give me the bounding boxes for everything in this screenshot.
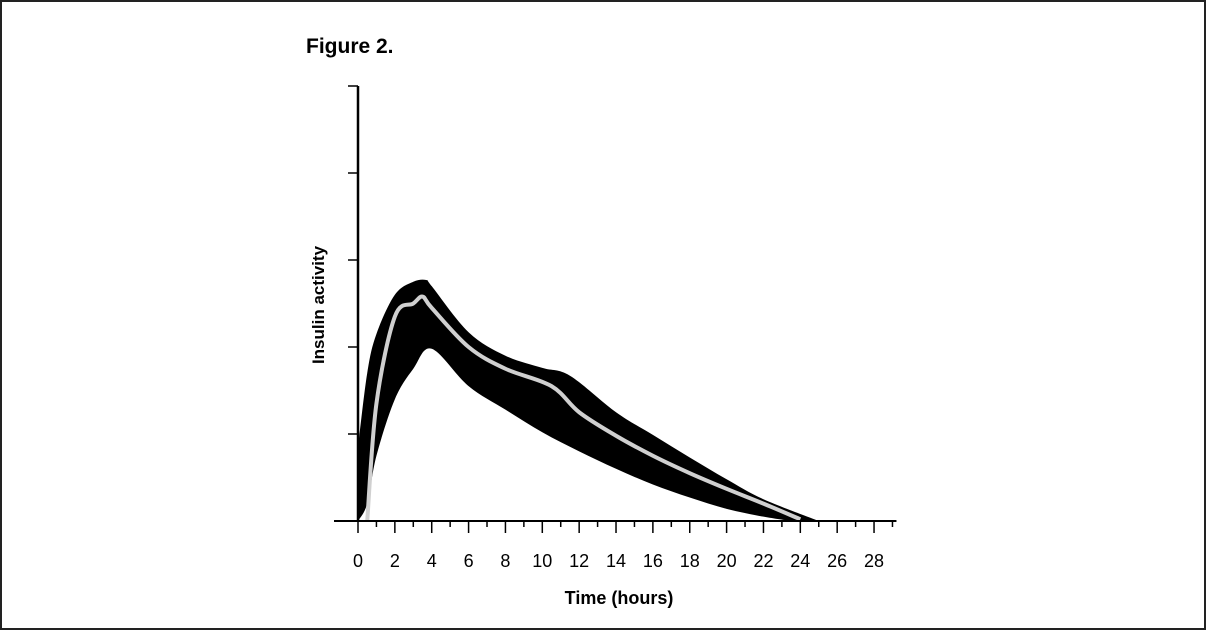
x-axis-label: Time (hours) (564, 588, 674, 608)
x-tick-label: 28 (864, 551, 884, 571)
x-tick-label: 24 (790, 551, 810, 571)
x-tick-label: 20 (717, 551, 737, 571)
range-band (358, 279, 819, 521)
x-tick-label: 22 (753, 551, 773, 571)
x-tick-label: 0 (353, 551, 363, 571)
x-tick-label: 2 (390, 551, 400, 571)
figure-title: Figure 2. (306, 35, 394, 58)
x-tick-label: 6 (464, 551, 474, 571)
x-tick-label: 14 (606, 551, 626, 571)
x-tick-label: 8 (500, 551, 510, 571)
x-tick-label: 18 (680, 551, 700, 571)
x-tick-label: 26 (827, 551, 847, 571)
x-tick-label: 4 (427, 551, 437, 571)
mean-activity-line (365, 294, 802, 522)
x-tick-label: 12 (569, 551, 589, 571)
x-tick-label: 10 (532, 551, 552, 571)
x-tick-label: 16 (643, 551, 663, 571)
